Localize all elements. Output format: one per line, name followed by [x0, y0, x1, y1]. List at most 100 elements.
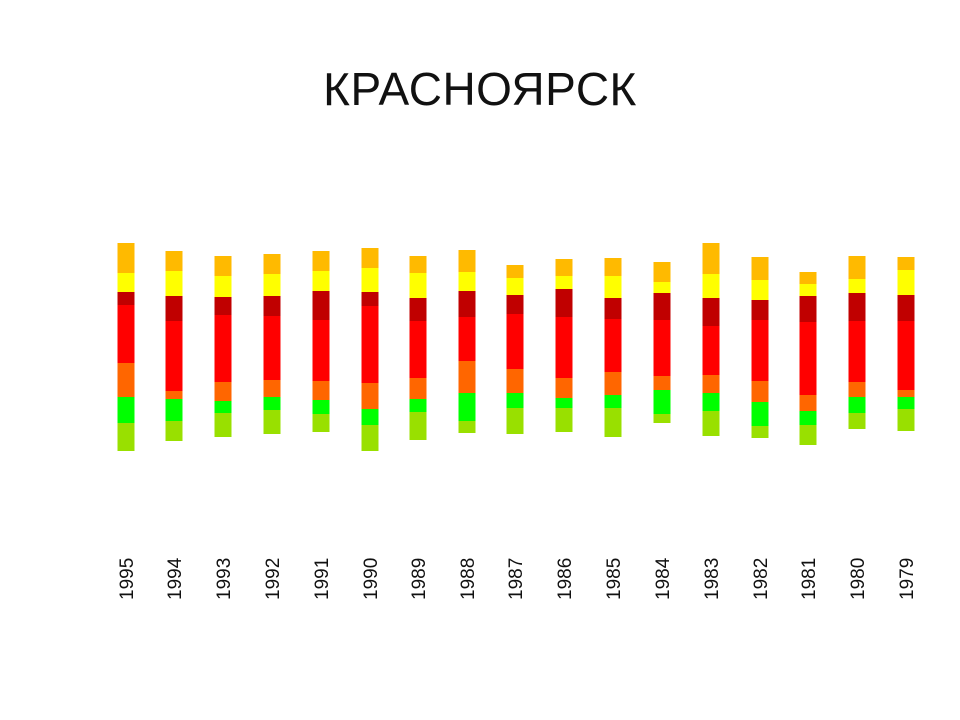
bar-segment-1980-yellow — [848, 279, 866, 293]
bar-segment-1982-orange — [751, 381, 769, 402]
year-label-1984: 1984 — [653, 557, 674, 600]
year-labels-group: 1995 1994 1993 1992 1991 1990 1989 1988 1987 1986… — [117, 557, 918, 600]
bar-segment-1987-dark-red — [506, 295, 524, 314]
bar-segment-1988-yellow-green — [458, 421, 476, 433]
bar-segment-1986-yellow — [555, 276, 573, 289]
bar-segment-1982-red — [751, 320, 769, 381]
year-label-1993: 1993 — [214, 558, 235, 600]
bar-segment-1991-orange-top — [312, 251, 330, 271]
bar-segment-1992-red — [263, 316, 281, 380]
bar-segment-1991-dark-red — [312, 291, 330, 320]
bar-segment-1987-red — [506, 314, 524, 369]
bar-segment-1980-orange — [848, 382, 866, 397]
bar-segment-1982-yellow-green — [751, 426, 769, 438]
bar-segment-1979-yellow — [897, 270, 915, 295]
bar-segment-1990-red — [361, 306, 379, 383]
bar-segment-1988-orange-top — [458, 250, 476, 272]
bar-segment-1985-green — [604, 395, 622, 408]
bar-segment-1990-green — [361, 409, 379, 425]
bar-segment-1993-yellow — [214, 276, 232, 297]
year-label-1992: 1992 — [263, 558, 284, 600]
bars-group — [117, 243, 915, 451]
year-label-1983: 1983 — [702, 558, 723, 600]
bar-segment-1994-yellow — [165, 271, 183, 296]
year-label-1985: 1985 — [604, 558, 625, 600]
bar-segment-1980-orange-top — [848, 256, 866, 279]
bar-segment-1986-red — [555, 317, 573, 378]
year-label-1979: 1979 — [897, 558, 918, 600]
bar-segment-1995-dark-red — [117, 292, 135, 305]
bar-segment-1992-dark-red — [263, 296, 281, 316]
year-label-1994: 1994 — [165, 557, 186, 600]
year-label-1987: 1987 — [506, 558, 527, 600]
bar-segment-1991-yellow — [312, 271, 330, 291]
bar-segment-1992-yellow — [263, 274, 281, 296]
bar-segment-1980-red — [848, 321, 866, 382]
bar-segment-1994-orange-top — [165, 251, 183, 271]
bar-segment-1984-orange — [653, 376, 671, 390]
bar-segment-1985-yellow-green — [604, 408, 622, 437]
bar-segment-1981-orange-top — [799, 272, 817, 284]
bar-segment-1991-orange — [312, 381, 330, 400]
bar-segment-1979-red — [897, 321, 915, 390]
bar-segment-1986-yellow-green — [555, 408, 573, 432]
bar-segment-1995-green — [117, 397, 135, 423]
bar-segment-1995-yellow — [117, 273, 135, 292]
bar-segment-1988-dark-red — [458, 291, 476, 317]
bar-segment-1981-yellow — [799, 284, 817, 296]
bar-segment-1986-orange — [555, 378, 573, 398]
bar-segment-1979-yellow-green — [897, 409, 915, 431]
bar-segment-1995-orange — [117, 363, 135, 397]
bar-segment-1979-orange-top — [897, 257, 915, 270]
bar-segment-1989-yellow — [409, 273, 427, 298]
bar-segment-1994-dark-red — [165, 296, 183, 321]
bar-segment-1981-yellow-green — [799, 425, 817, 445]
bar-segment-1986-green — [555, 398, 573, 408]
bar-segment-1988-yellow — [458, 272, 476, 291]
bar-segment-1981-green — [799, 411, 817, 425]
bar-segment-1983-green — [702, 393, 720, 411]
bar-segment-1980-dark-red — [848, 293, 866, 321]
bar-segment-1983-orange — [702, 375, 720, 393]
year-label-1989: 1989 — [409, 558, 430, 600]
bar-segment-1993-red — [214, 315, 232, 382]
bar-segment-1984-orange-top — [653, 262, 671, 282]
bar-segment-1982-dark-red — [751, 300, 769, 320]
bar-segment-1981-dark-red — [799, 296, 817, 322]
bar-segment-1982-yellow — [751, 280, 769, 300]
bar-segment-1985-red — [604, 319, 622, 372]
bar-segment-1987-orange-top — [506, 265, 524, 278]
bar-segment-1991-red — [312, 320, 330, 381]
bar-segment-1989-orange — [409, 378, 427, 399]
bar-segment-1987-green — [506, 393, 524, 408]
bar-segment-1993-dark-red — [214, 297, 232, 315]
bar-segment-1990-dark-red — [361, 292, 379, 306]
bar-segment-1990-orange-top — [361, 248, 379, 268]
year-label-1988: 1988 — [458, 558, 479, 600]
bar-segment-1985-dark-red — [604, 298, 622, 319]
bar-segment-1994-orange — [165, 391, 183, 399]
bar-segment-1989-yellow-green — [409, 412, 427, 440]
bar-segment-1995-red — [117, 305, 135, 363]
bar-segment-1989-dark-red — [409, 298, 427, 321]
bar-segment-1984-red — [653, 320, 671, 376]
bar-segment-1987-yellow-green — [506, 408, 524, 434]
bar-segment-1987-yellow — [506, 278, 524, 295]
bar-segment-1983-dark-red — [702, 298, 720, 326]
year-label-1986: 1986 — [555, 558, 576, 600]
bar-segment-1986-dark-red — [555, 289, 573, 317]
bar-segment-1986-orange-top — [555, 259, 573, 276]
year-label-1982: 1982 — [751, 558, 772, 600]
bar-segment-1989-orange-top — [409, 256, 427, 273]
bar-segment-1992-orange-top — [263, 254, 281, 274]
bar-segment-1991-yellow-green — [312, 414, 330, 432]
bar-segment-1985-orange-top — [604, 258, 622, 276]
bar-segment-1983-red — [702, 326, 720, 375]
bar-segment-1993-green — [214, 401, 232, 413]
bar-segment-1992-yellow-green — [263, 410, 281, 434]
bar-segment-1992-orange — [263, 380, 281, 397]
bar-segment-1984-yellow-green — [653, 414, 671, 423]
bar-segment-1994-yellow-green — [165, 421, 183, 441]
bar-segment-1982-orange-top — [751, 257, 769, 280]
